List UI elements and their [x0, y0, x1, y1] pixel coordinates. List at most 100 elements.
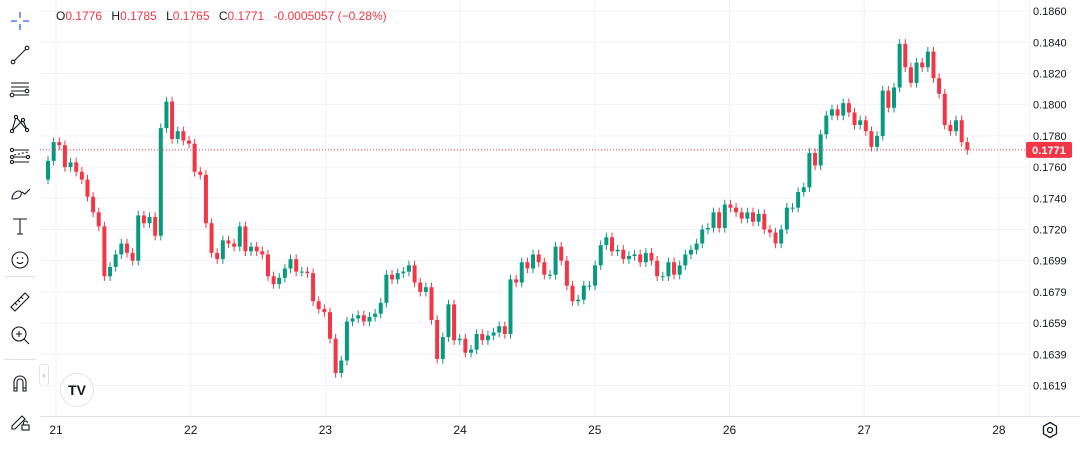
- tool-lock-drawings[interactable]: [6, 406, 34, 434]
- last-price-badge: [1026, 141, 1072, 158]
- candle-body: [311, 273, 316, 302]
- candle-body: [581, 285, 586, 300]
- brush-icon: [11, 188, 31, 200]
- candle-body: [294, 259, 299, 272]
- candle-body: [141, 215, 146, 224]
- tool-fib-retracement[interactable]: [6, 143, 34, 171]
- candle-body: [378, 302, 383, 314]
- candle: [249, 241, 254, 257]
- candle-body: [440, 337, 445, 359]
- candle: [491, 327, 496, 341]
- close-value: 0.1771: [227, 9, 265, 23]
- pattern-icon: [9, 114, 30, 134]
- candle: [519, 257, 524, 288]
- candle: [51, 137, 56, 166]
- toolbar-divider: [4, 276, 36, 277]
- candle-body: [254, 246, 259, 252]
- tool-trend-line[interactable]: [6, 41, 34, 69]
- candle: [688, 245, 693, 260]
- candle: [807, 148, 812, 193]
- y-tick-label: 0.1639: [1033, 349, 1067, 361]
- candle: [423, 282, 428, 297]
- candle: [643, 248, 648, 267]
- candle: [779, 224, 784, 249]
- candle-body: [220, 240, 225, 260]
- candle: [683, 249, 688, 271]
- candle-body: [948, 124, 953, 132]
- candle-body: [756, 213, 761, 222]
- candle-body: [576, 299, 581, 302]
- candle-body: [587, 285, 592, 287]
- candle: [610, 232, 614, 257]
- candle: [694, 238, 699, 255]
- candle: [897, 39, 902, 93]
- candle: [378, 298, 383, 319]
- emoji-icon: [11, 251, 29, 269]
- ruler-icon: [10, 292, 30, 312]
- candle: [959, 115, 964, 147]
- candle-body: [108, 266, 113, 277]
- x-tick-label: 22: [184, 423, 198, 437]
- candle: [508, 274, 513, 339]
- candle-body: [564, 260, 569, 286]
- tool-pattern[interactable]: [6, 110, 34, 138]
- candle-body: [361, 315, 366, 322]
- tool-zoom-in[interactable]: [6, 321, 34, 349]
- candle-body: [356, 315, 361, 319]
- candle-body: [779, 229, 784, 244]
- candle: [581, 280, 586, 305]
- candle: [203, 170, 208, 228]
- tool-horizontal-lines[interactable]: [6, 75, 34, 103]
- candle: [615, 245, 620, 257]
- tool-magnet[interactable]: [6, 369, 34, 397]
- crosshair-icon: [11, 12, 29, 30]
- candle: [756, 209, 761, 227]
- candle-body: [406, 265, 411, 272]
- drawing-toolbar: [0, 0, 40, 457]
- candle-body: [914, 62, 919, 83]
- tool-emoji[interactable]: [6, 246, 34, 274]
- low-label: L: [166, 9, 173, 23]
- candle-body: [153, 217, 158, 236]
- candle-body: [841, 103, 846, 116]
- candle: [593, 260, 598, 291]
- candle: [711, 207, 716, 233]
- y-tick-label: 0.1679: [1033, 287, 1067, 299]
- candle-body: [203, 174, 208, 224]
- candle: [119, 238, 124, 260]
- zoom-in-icon: [11, 326, 30, 345]
- settings-gear-icon[interactable]: [1041, 421, 1059, 439]
- candle: [435, 315, 440, 364]
- candle-body: [226, 240, 231, 244]
- candle: [829, 104, 834, 121]
- last-price-label: 0.1771: [1032, 145, 1066, 157]
- candle-body: [593, 265, 598, 286]
- candle-body: [299, 271, 304, 273]
- tool-ruler[interactable]: [6, 288, 34, 316]
- candle: [220, 235, 225, 264]
- open-label: O: [56, 9, 66, 23]
- candle: [79, 167, 84, 185]
- close-label: C: [218, 9, 228, 23]
- candle: [626, 251, 631, 264]
- candle-body: [198, 171, 203, 175]
- candle-body: [728, 204, 733, 208]
- tool-crosshair[interactable]: [6, 7, 34, 35]
- candle: [446, 299, 451, 342]
- candle: [954, 115, 959, 136]
- candle: [187, 135, 191, 149]
- tool-text[interactable]: [6, 212, 34, 240]
- candle-body: [920, 62, 925, 68]
- tool-brush[interactable]: [6, 178, 34, 206]
- candle: [282, 263, 287, 283]
- candle-body: [553, 246, 558, 275]
- candle-body: [801, 187, 806, 193]
- candle-body: [316, 301, 321, 310]
- candle-body: [863, 120, 868, 132]
- x-tick-label: 28: [992, 423, 1006, 437]
- candle-body: [790, 207, 795, 209]
- tradingview-logo[interactable]: TV: [60, 373, 94, 407]
- candle: [559, 241, 564, 266]
- candle-body: [626, 256, 631, 260]
